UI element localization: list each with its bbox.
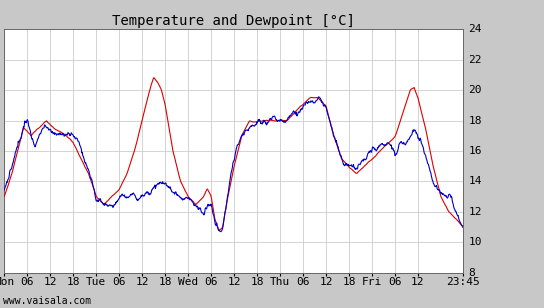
- Text: 18: 18: [468, 116, 482, 125]
- Text: 10: 10: [468, 237, 482, 247]
- Text: 16: 16: [468, 146, 482, 156]
- Text: 14: 14: [468, 176, 482, 186]
- Title: Temperature and Dewpoint [°C]: Temperature and Dewpoint [°C]: [112, 14, 355, 28]
- Text: www.vaisala.com: www.vaisala.com: [3, 297, 91, 306]
- Text: 22: 22: [468, 55, 482, 65]
- Text: 24: 24: [468, 24, 482, 34]
- Text: 8: 8: [468, 268, 475, 278]
- Text: 12: 12: [468, 207, 482, 217]
- Text: 20: 20: [468, 85, 482, 95]
